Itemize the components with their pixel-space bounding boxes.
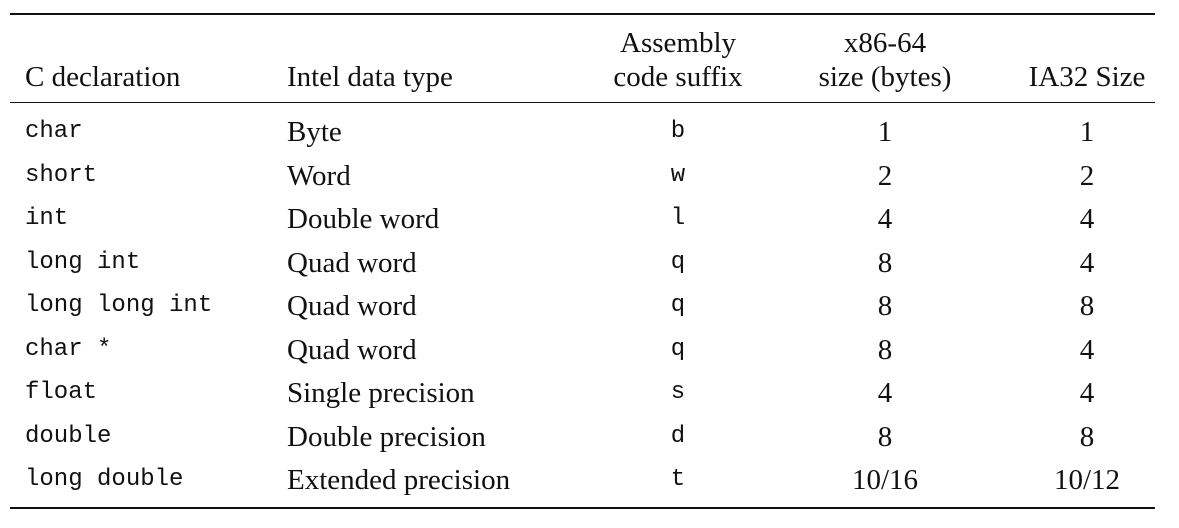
bottom-rule [10,507,1155,509]
table-cell: 2 [1079,159,1095,192]
table-cell: t [670,466,686,493]
table-cell: Double word [287,203,440,235]
table-cell: char [25,118,83,145]
table-cell: 4 [1079,377,1095,409]
column-header: code suffix [613,61,743,93]
table-cell: 10/16 [851,464,919,496]
table-cell: 4 [877,203,893,235]
table-cell: l [670,205,686,232]
table-cell: b [670,118,686,145]
table-cell: Quad word [287,246,417,279]
table-cell: Word [287,159,351,192]
table-cell: 8 [1079,420,1095,453]
table-cell: q [670,335,686,363]
table-cell: Quad word [287,290,417,322]
column-header: C declaration [25,61,181,93]
table-cell: long double [25,466,184,493]
table-cell: q [670,248,686,276]
table-cell: 8 [877,246,893,279]
table-cell: 8 [877,420,893,453]
table-cell: Byte [287,116,342,148]
table-cell: s [670,379,686,406]
table-cell: char * [25,335,112,363]
table-cell: 1 [877,116,893,148]
table-cell: 8 [1079,290,1095,322]
table-cell: 8 [877,290,893,322]
table-cell: d [670,422,686,450]
table-cell: Extended precision [287,464,511,496]
table-cell: 10/12 [1053,464,1121,496]
table-cell: 4 [1079,203,1095,235]
table-cell: 8 [877,333,893,366]
table-cell: 4 [1079,246,1095,279]
table-cell: 1 [1079,116,1095,148]
column-header: Assembly [620,27,736,59]
table-cell: int [25,205,69,232]
table-cell: w [670,161,686,189]
table-cell: Single precision [287,377,475,409]
table-cell: short [25,161,98,189]
table-cell: 4 [877,377,893,409]
table-cell: long int [25,248,141,276]
table-cell: q [670,292,686,319]
column-header: IA32 Size [1028,61,1146,93]
table-cell: float [25,379,98,406]
table-cell: 4 [1079,333,1095,366]
table-cell: double [25,422,112,450]
table-cell: long long int [25,292,213,319]
column-header: Intel data type [287,61,453,93]
header-rule [10,102,1155,103]
table-cell: 2 [877,159,893,192]
table-cell: Quad word [287,333,417,366]
column-header: size (bytes) [818,61,952,93]
column-header: x86-64 [843,27,927,59]
top-rule [10,13,1155,15]
table-cell: Double precision [287,420,486,453]
